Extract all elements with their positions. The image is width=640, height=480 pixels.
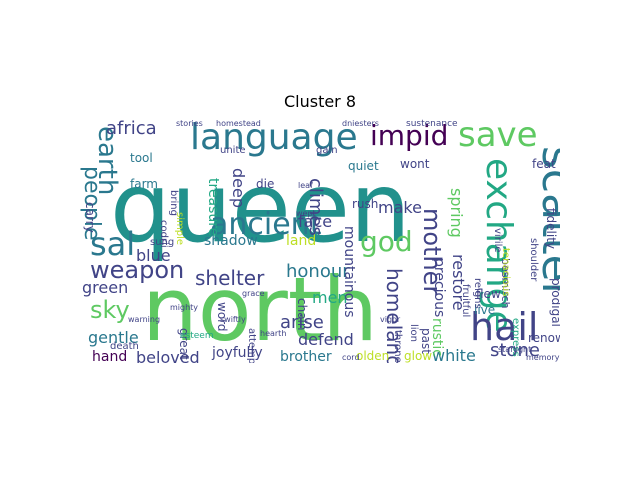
cloud-word: memory	[526, 353, 560, 362]
cloud-word: homestead	[216, 119, 261, 128]
cloud-word: north	[142, 258, 379, 361]
cloud-word: hand	[92, 349, 128, 363]
cloud-word: glow	[404, 349, 433, 363]
cloud-word: starlight	[498, 345, 532, 354]
cloud-word: shoulder	[528, 238, 539, 282]
cloud-word: precious	[431, 258, 447, 318]
cloud-word: joyfully	[212, 345, 263, 361]
word-cloud: queen north language save impid scatter exchan…	[80, 118, 560, 363]
cloud-word: reigns	[472, 278, 483, 309]
cloud-word: tenacious	[500, 248, 511, 297]
cloud-word: men	[312, 288, 348, 307]
cloud-word: arise	[280, 312, 324, 333]
cloud-word: live	[474, 303, 496, 317]
cloud-word: leaf	[298, 181, 313, 190]
cloud-word: quiet	[348, 159, 379, 173]
cloud-word: mighty	[170, 303, 199, 312]
cloud-word: make	[378, 198, 422, 217]
cloud-word: honour	[286, 261, 350, 282]
cloud-word: face	[298, 212, 333, 231]
cloud-word: beloved	[136, 348, 200, 364]
cloud-word: defend	[298, 330, 354, 349]
figure-title: Cluster 8	[283, 92, 357, 111]
cloud-word: cord	[342, 353, 360, 362]
cloud-word: tool	[130, 151, 153, 165]
cloud-word: stone	[490, 340, 540, 361]
cloud-word: brother	[280, 349, 332, 363]
cloud-word: simple	[174, 212, 185, 246]
cloud-word: farm	[130, 177, 158, 191]
cloud-word: codrii	[158, 220, 169, 248]
cloud-word: queen	[110, 152, 411, 264]
cloud-word: virile	[492, 228, 503, 253]
cloud-word: shadow	[204, 233, 258, 249]
cloud-word: hail	[470, 305, 539, 349]
cloud-word: impid	[370, 119, 449, 152]
cloud-word: vigor	[380, 315, 401, 324]
cloud-word: gain	[316, 145, 338, 156]
cloud-word: bring	[168, 190, 179, 216]
cloud-word: land	[286, 233, 317, 249]
cloud-word: sung	[150, 237, 175, 248]
cloud-word: gentle	[88, 328, 139, 347]
cloud-word: fruitful	[460, 284, 471, 318]
cloud-word: shelter	[195, 266, 265, 290]
cloud-word: stories	[176, 119, 203, 128]
cloud-word: sal	[90, 225, 136, 263]
cloud-word: treasure	[205, 178, 221, 237]
cloud-word: sky	[90, 296, 130, 324]
cloud-word: death	[110, 341, 139, 352]
cloud-word: grace	[242, 289, 265, 298]
cloud-word: mountainous	[341, 226, 357, 318]
cloud-word: esteem	[180, 331, 214, 341]
cloud-word: spring	[447, 188, 466, 238]
cloud-word: fidelity	[544, 208, 558, 250]
cloud-word: lion	[408, 324, 419, 343]
cloud-word: wept	[296, 209, 316, 218]
cloud-word: throne	[392, 330, 403, 363]
cloud-word: prodigal	[549, 278, 560, 327]
cloud-word: die	[256, 177, 275, 191]
cloud-word: unite	[220, 145, 246, 156]
cloud-word: white	[432, 346, 476, 364]
cloud-word: sustenance	[406, 119, 458, 129]
cloud-word: africa	[106, 118, 157, 139]
cloud-word: weapon	[90, 256, 185, 284]
cloud-word: dniesters	[342, 119, 379, 128]
cloud-word: god	[360, 225, 413, 258]
cloud-word: olden	[356, 349, 390, 363]
cloud-word: renown	[528, 331, 560, 345]
cloud-word: blue	[136, 246, 171, 265]
cloud-word: rush	[352, 197, 379, 211]
cloud-word: attempt	[246, 328, 257, 363]
cloud-word: carry	[83, 202, 97, 233]
cloud-word: warning	[128, 315, 161, 324]
cloud-word: flew	[476, 287, 501, 301]
cloud-word: feat	[532, 157, 556, 171]
cloud-word: deep	[229, 168, 248, 208]
cloud-word: swiftly	[220, 315, 246, 324]
cloud-word: wont	[400, 157, 430, 171]
cloud-word: ancient	[210, 207, 322, 242]
cloud-word: language	[190, 118, 358, 158]
cloud-word: hearth	[260, 329, 287, 338]
cloud-word: green	[82, 278, 129, 297]
cloud-word: save	[458, 118, 538, 155]
cloud-word: chain	[295, 298, 309, 331]
